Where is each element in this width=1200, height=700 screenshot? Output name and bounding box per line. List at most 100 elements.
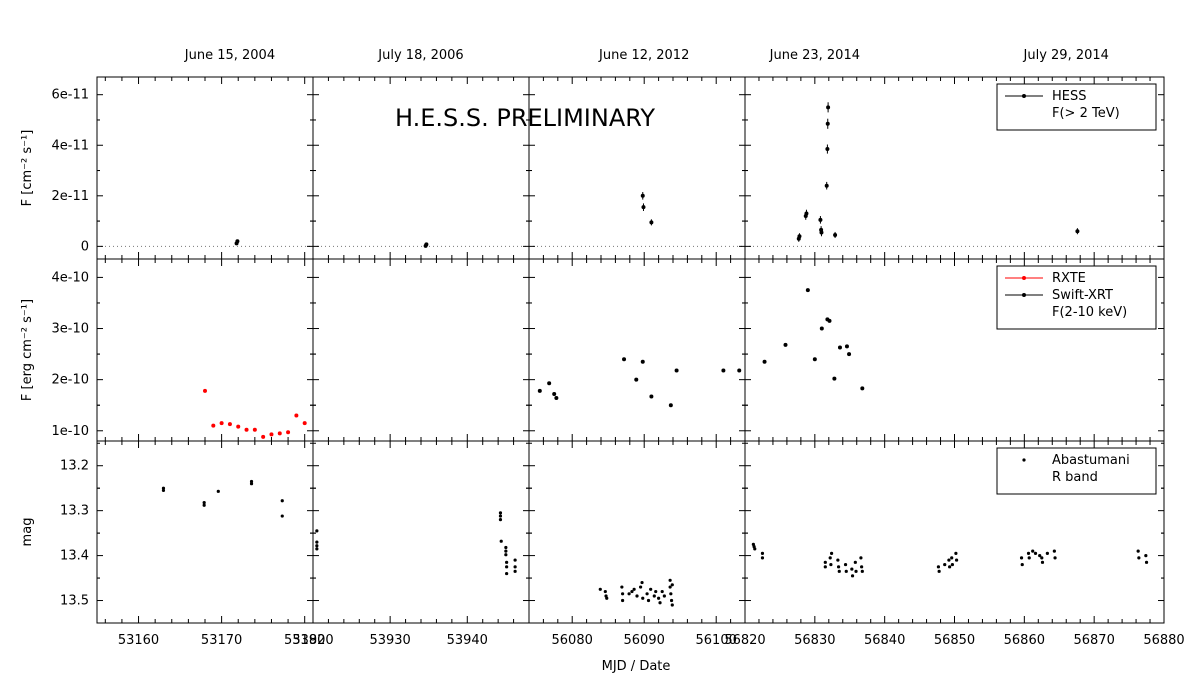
y-tick-label: 4e-10: [51, 270, 89, 285]
data-point: [760, 551, 765, 555]
data-point: [859, 556, 863, 560]
data-point: [783, 342, 788, 347]
x-tick-label: 56820: [724, 633, 765, 648]
legend-entry: Swift-XRT: [1052, 288, 1113, 303]
data-point: [954, 558, 959, 562]
data-point: [269, 432, 274, 437]
y-axis-label: F [cm⁻² s⁻¹]: [20, 130, 35, 207]
date-label: June 15, 2004: [184, 48, 275, 63]
data-point: [837, 569, 841, 573]
data-point: [261, 434, 266, 439]
data-point: [1053, 556, 1057, 560]
data-point: [645, 592, 649, 596]
y-tick-label: 13.3: [60, 504, 89, 519]
data-point: [161, 486, 166, 490]
data-point: [657, 596, 661, 600]
data-point: [1026, 551, 1031, 555]
data-point: [819, 230, 824, 235]
data-point: [658, 601, 662, 605]
data-point: [1019, 556, 1024, 560]
data-point: [315, 540, 319, 544]
data-point: [674, 368, 679, 373]
x-tick-label: 56090: [624, 633, 665, 648]
x-tick-label: 56860: [1004, 633, 1045, 648]
data-point: [829, 551, 834, 555]
data-point: [504, 545, 508, 550]
y-axis-label: F [erg cm⁻² s⁻¹]: [20, 299, 35, 401]
data-point: [598, 587, 602, 591]
data-point: [860, 386, 865, 391]
date-label: July 29, 2014: [1023, 48, 1109, 63]
data-point: [804, 211, 809, 216]
data-point: [627, 592, 631, 596]
x-axis-label: MJD / Date: [602, 659, 671, 674]
panel-2-1: [312, 440, 530, 624]
data-point: [315, 529, 319, 533]
data-point: [819, 326, 824, 331]
data-point: [668, 585, 672, 589]
data-point: [668, 403, 673, 408]
data-point: [622, 357, 627, 362]
data-point: [632, 587, 636, 591]
legend-box: [996, 447, 1157, 495]
data-point: [649, 220, 654, 225]
legend-note: F(> 2 TeV): [1052, 106, 1120, 121]
data-point: [721, 368, 726, 373]
data-point: [950, 562, 955, 567]
data-points: [161, 102, 1149, 607]
data-point: [1075, 229, 1080, 234]
data-point: [669, 598, 674, 603]
data-point: [760, 556, 765, 560]
data-point: [235, 239, 240, 244]
data-point: [649, 394, 654, 399]
data-point: [833, 232, 838, 237]
data-point: [505, 560, 509, 564]
data-point: [860, 565, 864, 569]
legend-entry: Abastumani: [1052, 453, 1130, 468]
data-point: [824, 183, 829, 188]
data-point: [498, 514, 503, 518]
legend-marker: [1022, 94, 1026, 98]
x-tick-label: 56080: [552, 633, 593, 648]
data-point: [937, 569, 941, 573]
data-point: [302, 421, 307, 426]
data-point: [236, 424, 241, 429]
legend-note: F(2-10 keV): [1052, 305, 1127, 320]
data-point: [219, 421, 224, 426]
data-point: [202, 500, 206, 505]
data-point: [947, 558, 951, 562]
data-point: [1027, 556, 1031, 560]
data-point: [505, 571, 509, 576]
panel-1-0: [96, 258, 314, 442]
data-point: [203, 388, 207, 393]
data-point: [640, 359, 645, 364]
data-point: [315, 547, 319, 551]
data-point: [1031, 549, 1035, 553]
data-point: [547, 381, 552, 386]
data-point: [634, 377, 639, 382]
data-point: [654, 589, 658, 594]
data-point: [1144, 560, 1149, 564]
data-point: [823, 565, 827, 569]
data-point: [216, 489, 220, 493]
data-point: [249, 479, 254, 484]
data-point: [513, 565, 517, 569]
data-point: [660, 589, 664, 594]
x-tick-label: 56100: [696, 633, 737, 648]
x-tick-label: 53170: [201, 633, 242, 648]
data-point: [639, 585, 643, 589]
data-point: [513, 558, 517, 562]
x-tick-label: 53930: [369, 633, 410, 648]
data-point: [832, 376, 837, 381]
data-point: [825, 147, 830, 152]
data-point: [950, 556, 954, 560]
data-point: [662, 594, 666, 598]
x-tick-label: 53180: [284, 633, 325, 648]
y-tick-label: 1e-10: [51, 424, 89, 439]
data-point: [424, 242, 429, 247]
data-point: [646, 598, 651, 603]
date-label: June 12, 2012: [598, 48, 689, 63]
data-point: [640, 580, 644, 585]
panel-1-1: [312, 258, 530, 442]
data-point: [252, 427, 257, 432]
